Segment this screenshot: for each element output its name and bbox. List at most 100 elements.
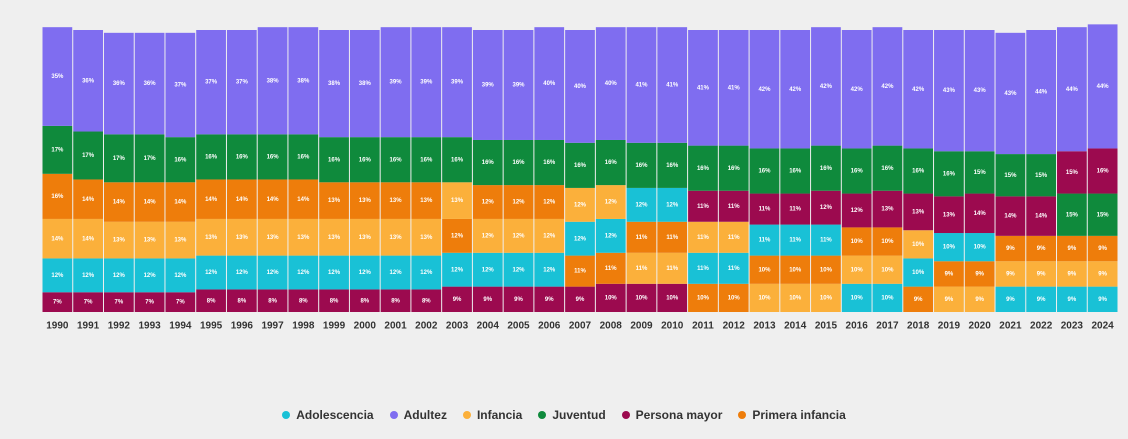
data-label: 16% xyxy=(635,163,648,169)
x-tick-label: 2024 xyxy=(1092,321,1115,332)
data-label: 11% xyxy=(789,207,801,213)
bar-segment xyxy=(73,179,103,219)
data-label: 10% xyxy=(605,295,618,301)
data-label: 10% xyxy=(666,295,679,301)
legend-item[interactable]: Juventud xyxy=(538,408,606,422)
data-label: 12% xyxy=(236,270,249,276)
data-label: 9% xyxy=(1068,297,1077,303)
data-label: 37% xyxy=(236,80,249,86)
data-label: 10% xyxy=(728,295,741,301)
data-label: 11% xyxy=(789,238,801,244)
bar-segment xyxy=(780,30,811,149)
data-label: 8% xyxy=(237,298,246,304)
bar-segment xyxy=(657,187,688,222)
bar-segment xyxy=(872,190,903,228)
bar-segment xyxy=(995,261,1026,287)
bar-segment xyxy=(534,218,565,253)
bar-segment xyxy=(903,230,934,259)
bar-segment xyxy=(226,134,257,180)
x-tick-label: 1994 xyxy=(169,321,192,332)
legend-item[interactable]: Adultez xyxy=(389,408,447,422)
bar-segment xyxy=(749,30,780,149)
bar-segment xyxy=(534,27,565,140)
data-label: 7% xyxy=(145,300,154,306)
data-label: 12% xyxy=(543,267,556,273)
legend-item[interactable]: Adolescencia xyxy=(282,408,374,422)
data-label: 12% xyxy=(482,200,495,206)
data-label: 9% xyxy=(514,297,523,303)
bar-segment xyxy=(134,182,165,222)
data-label: 39% xyxy=(513,83,526,89)
legend-item[interactable]: Primera infancia xyxy=(738,408,846,422)
bar-segment xyxy=(534,252,565,287)
data-label: 37% xyxy=(174,83,187,89)
legend-item[interactable]: Infancia xyxy=(462,408,522,422)
bar-segment xyxy=(595,283,626,312)
data-label: 8% xyxy=(330,298,339,304)
data-label: 16% xyxy=(912,169,925,175)
x-tick-label: 2008 xyxy=(600,321,623,332)
data-label: 12% xyxy=(574,202,587,208)
data-label: 17% xyxy=(113,156,126,162)
bar-segment xyxy=(103,182,134,222)
data-label: 12% xyxy=(820,205,833,211)
x-tick-label: 1992 xyxy=(108,321,131,332)
data-label: 9% xyxy=(453,297,462,303)
bar-segment xyxy=(442,286,472,312)
bar-segment xyxy=(288,289,319,312)
bar-segment xyxy=(565,142,595,188)
data-label: 9% xyxy=(1037,246,1046,252)
data-label: 14% xyxy=(82,197,95,203)
bar-segment xyxy=(257,27,288,135)
data-label: 10% xyxy=(851,295,864,301)
data-label: 16% xyxy=(881,166,894,172)
data-label: 17% xyxy=(51,147,64,153)
data-label: 42% xyxy=(758,87,771,93)
data-label: 12% xyxy=(482,267,495,273)
data-label: 15% xyxy=(1035,173,1048,179)
data-label: 17% xyxy=(82,153,95,159)
bar-segment xyxy=(1057,27,1087,152)
data-label: 7% xyxy=(115,300,124,306)
data-label: 8% xyxy=(391,298,400,304)
bar-segment xyxy=(257,289,288,312)
data-label: 16% xyxy=(851,169,864,175)
data-label: 7% xyxy=(176,300,185,306)
bar-segment xyxy=(103,292,134,312)
data-label: 9% xyxy=(1068,246,1077,252)
legend-item[interactable]: Persona mayor xyxy=(621,408,722,422)
data-label: 38% xyxy=(267,78,280,84)
data-label: 11% xyxy=(759,238,771,244)
x-tick-label: 2009 xyxy=(630,321,653,332)
bar-segment xyxy=(288,179,319,219)
data-label: 13% xyxy=(420,235,433,241)
data-label: 38% xyxy=(328,81,341,87)
bar-segment xyxy=(626,283,657,312)
bar-segment xyxy=(319,255,349,290)
data-label: 14% xyxy=(236,197,249,203)
x-tick-label: 2021 xyxy=(999,321,1022,332)
data-label: 9% xyxy=(1098,246,1107,252)
bar-segment xyxy=(103,32,134,135)
data-label: 42% xyxy=(881,84,894,90)
data-label: 10% xyxy=(697,295,710,301)
bar-segment xyxy=(1026,196,1057,236)
data-label: 13% xyxy=(451,198,464,204)
bar-segment xyxy=(995,196,1026,236)
data-label: 41% xyxy=(635,83,648,89)
data-label: 16% xyxy=(574,163,587,169)
bar-segment xyxy=(1026,30,1057,155)
bar-segment xyxy=(657,221,688,253)
bar-segment xyxy=(934,286,964,312)
data-label: 13% xyxy=(113,238,126,244)
bar-segment xyxy=(472,30,503,140)
bar-segment xyxy=(749,283,780,312)
data-label: 43% xyxy=(974,88,987,94)
bar-segment xyxy=(657,252,688,284)
bar-segment xyxy=(503,139,534,186)
bar-segment xyxy=(442,27,472,138)
bar-segment xyxy=(657,27,688,143)
legend-marker xyxy=(282,411,291,419)
data-label: 12% xyxy=(543,200,556,206)
legend-marker xyxy=(389,411,398,419)
